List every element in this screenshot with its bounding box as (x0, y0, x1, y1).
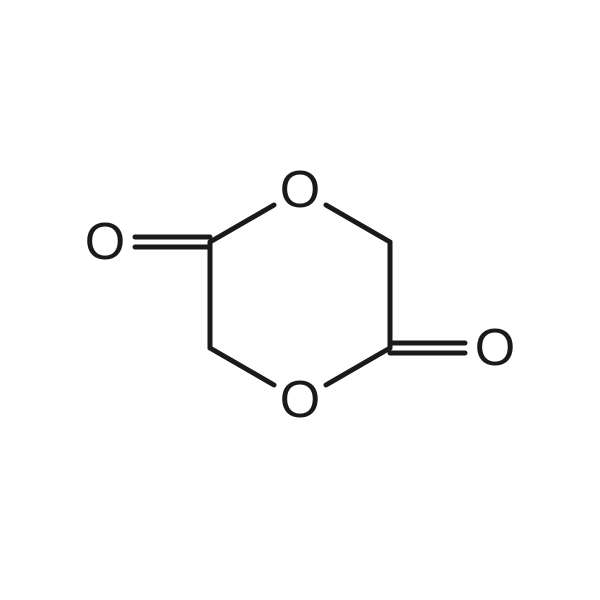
bond-C6-O1 (210, 205, 274, 242)
atom-label-O8: O (85, 213, 125, 271)
atom-label-O4: O (280, 371, 320, 429)
bond-O1-C2 (326, 205, 390, 242)
atom-label-O1: O (280, 161, 320, 219)
molecule-diagram: O O O O (0, 0, 600, 600)
atom-label-O7: O (475, 319, 515, 377)
bond-C3-O4 (326, 348, 390, 385)
bond-O4-C5 (210, 348, 274, 385)
